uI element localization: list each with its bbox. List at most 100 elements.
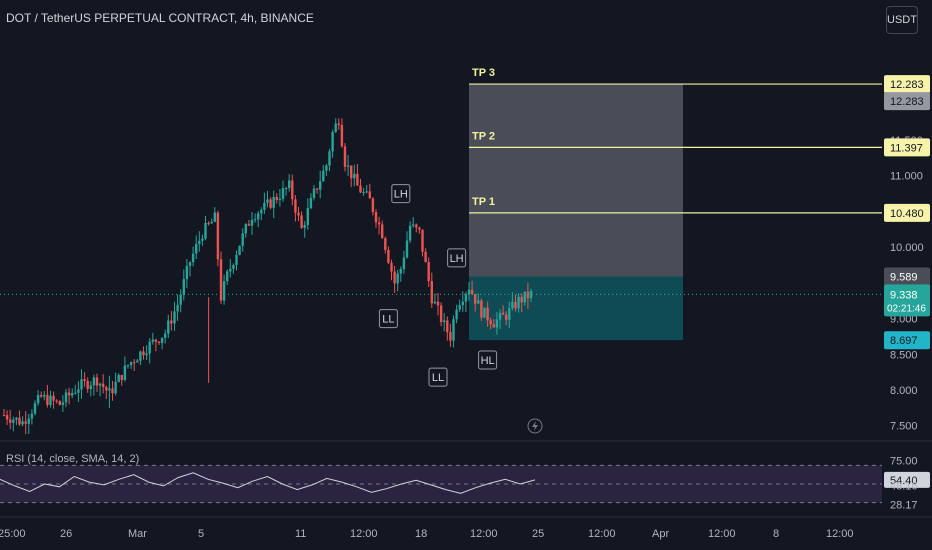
lightning-icon-glyph [532, 421, 538, 431]
candle-body [306, 208, 309, 225]
candle-body [188, 262, 192, 266]
candle-body [489, 320, 492, 325]
candle-body [377, 222, 381, 225]
rsi-indicator-label: RSI (14, close, SMA, 14, 2) [6, 453, 140, 465]
candle-body [216, 212, 220, 260]
candle-body [213, 212, 216, 222]
candle-body [483, 307, 486, 318]
candle-body [95, 377, 99, 386]
entry-tag-value: 9.589 [890, 272, 918, 284]
candle-body [15, 417, 18, 420]
candle-body [480, 300, 483, 318]
take-profit-tag-value: 12.283 [890, 79, 924, 91]
candle-body [486, 307, 489, 321]
candle-body [359, 185, 362, 193]
candle-body [67, 392, 71, 396]
take-profit-tag [884, 138, 930, 157]
price-tick-label: 8.500 [890, 349, 918, 361]
candle-body [80, 379, 83, 390]
candle-body [49, 395, 52, 405]
candle-body [129, 362, 133, 366]
candle-body [126, 365, 130, 367]
candle-body [179, 294, 182, 305]
candle-body [269, 199, 272, 208]
rsi-line [0, 472, 536, 494]
stop-zone [469, 276, 683, 341]
candle-body [263, 202, 266, 210]
candle-body [61, 402, 65, 405]
candle-body [495, 319, 499, 328]
candle-body [294, 199, 297, 213]
candle-body [365, 191, 368, 193]
bar-countdown: 02:21:46 [887, 303, 926, 314]
candle-body [250, 219, 254, 226]
candle-body [291, 180, 294, 200]
rsi-tick-label: 28.17 [890, 499, 918, 511]
candle-body [260, 209, 263, 214]
rsi-tick-label: 54.40 [890, 475, 918, 487]
candle-body [315, 188, 319, 190]
candle-body [2, 415, 6, 416]
candle-body [474, 294, 477, 304]
symbol-title: DOT / TetherUS PERPETUAL CONTRACT, 4h, B… [6, 11, 314, 25]
candle-body [154, 339, 158, 342]
structure-label: HL [481, 355, 495, 367]
time-tick-label: 12:00 [350, 528, 378, 540]
take-profit-tag-value: 10.480 [890, 208, 924, 220]
structure-label: LL [382, 314, 394, 326]
candle-body [402, 257, 406, 270]
candle-body [136, 360, 139, 363]
candle-body [74, 392, 77, 394]
candle-body [452, 319, 455, 341]
candle-body [443, 320, 446, 323]
candle-body [210, 221, 213, 224]
price-scale-tag [884, 92, 930, 111]
structure-label-box [428, 367, 448, 387]
candle-body [83, 379, 86, 381]
candle-body [235, 254, 238, 265]
candle-body [55, 400, 58, 402]
candle-body [226, 271, 229, 282]
candle-body [272, 196, 275, 208]
candle-body [77, 389, 80, 393]
candle-body [396, 273, 399, 284]
time-tick-label: 26 [60, 528, 72, 540]
candle-body [430, 281, 433, 304]
candle-body [229, 268, 232, 272]
candle-body [241, 233, 244, 246]
candle-body [346, 165, 350, 167]
lightning-icon [527, 418, 543, 434]
candle-body [133, 362, 136, 364]
candle-body [439, 305, 443, 323]
structure-label-box [478, 350, 498, 370]
candle-body [350, 165, 353, 179]
candle-body [120, 375, 123, 380]
candle-body [164, 333, 167, 338]
candle-body [278, 198, 282, 201]
candle-body [157, 341, 161, 343]
candle-body [399, 269, 402, 274]
candle-body [508, 308, 511, 320]
take-profit-label: TP 2 [472, 130, 495, 142]
candle-body [384, 238, 387, 250]
candle-body [111, 388, 114, 394]
structure-label-box [378, 309, 398, 329]
structure-label: LH [450, 253, 464, 265]
target-zone [469, 84, 683, 277]
candle-body [405, 240, 409, 258]
candle-body [145, 353, 148, 356]
candle-body [393, 271, 396, 284]
candle-body [356, 173, 359, 186]
candle-body [353, 173, 356, 179]
candle-body [498, 312, 502, 320]
price-tick-label: 11.000 [890, 171, 923, 183]
candle-body [449, 332, 452, 341]
time-tick-label: 5 [198, 528, 204, 540]
currency-button[interactable]: USDT [886, 6, 918, 34]
candle-body [207, 222, 210, 224]
candle-body [464, 294, 468, 302]
candle-body [46, 394, 49, 405]
time-tick-label: Apr [652, 528, 669, 540]
candle-body [71, 393, 74, 396]
